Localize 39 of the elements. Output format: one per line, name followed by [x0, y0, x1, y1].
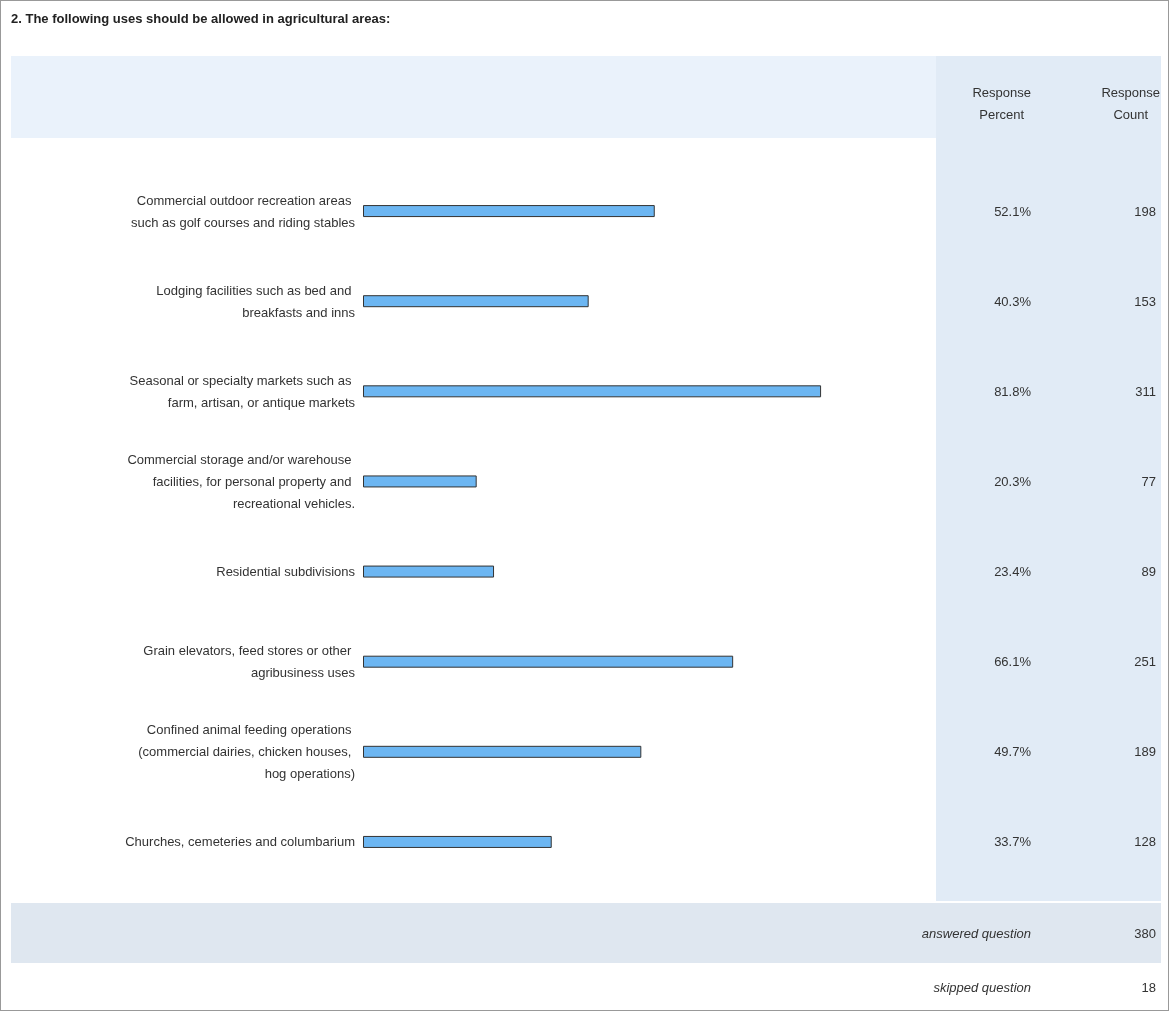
text: Response Percent — [972, 84, 1031, 122]
text: 251 — [1134, 654, 1156, 670]
data-label: 40.3% — [994, 293, 1032, 309]
data-label: 49.7% — [994, 744, 1032, 760]
text: 311 — [1135, 383, 1156, 399]
bar — [363, 475, 477, 488]
text: 189 — [1134, 744, 1156, 760]
text: 153 — [1134, 293, 1156, 309]
text: 89 — [1141, 564, 1156, 580]
y-tick-label: Residential subdivisions — [216, 564, 356, 580]
bar — [363, 205, 655, 218]
text: 18 — [1141, 979, 1156, 995]
bar — [363, 745, 642, 758]
data-label: 66.1% — [994, 654, 1032, 670]
y-tick-label: Commercial storage and/or warehouse facilities, for personal property and recreational vehicles. — [127, 451, 355, 511]
text: skipped question — [933, 979, 1031, 995]
bar — [363, 835, 552, 848]
bar — [363, 385, 822, 398]
data-label: 52.1% — [994, 203, 1032, 219]
data-label: 81.8% — [994, 383, 1032, 399]
y-tick-label: Lodging facilities such as bed and breakfasts and inns — [156, 282, 356, 320]
text: Response Count — [1101, 84, 1160, 122]
text: 77 — [1141, 473, 1156, 489]
text: 2. The following uses should be allowed in agricultural areas: — [11, 11, 391, 26]
y-tick-label: Grain elevators, feed stores or other agribusiness uses — [143, 643, 356, 681]
y-tick-label: Churches, cemeteries and columbarium — [125, 834, 355, 850]
text: 380 — [1134, 925, 1156, 941]
text: 128 — [1134, 834, 1156, 850]
bar — [363, 295, 589, 308]
text: answered question — [921, 925, 1031, 941]
data-label: 33.7% — [994, 834, 1032, 850]
text: 198 — [1134, 203, 1156, 219]
data-label: 23.4% — [994, 564, 1032, 580]
bar — [363, 655, 734, 668]
data-label: 20.3% — [994, 473, 1032, 489]
y-tick-label: Commercial outdoor recreation areas such as golf courses and riding stables — [130, 192, 356, 230]
bar — [363, 565, 495, 578]
y-tick-label: Confined animal feeding operations (commercial dairies, chicken houses, hog operations) — [138, 722, 355, 782]
y-tick-label: Seasonal or specialty markets such as farm, artisan, or antique markets — [129, 372, 356, 410]
